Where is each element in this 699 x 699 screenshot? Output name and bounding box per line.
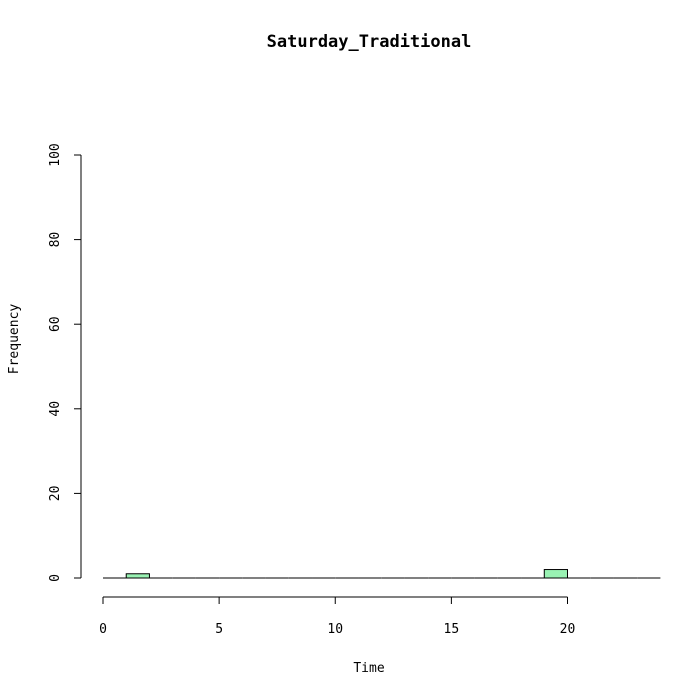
x-tick-label: 10 [327, 622, 343, 637]
y-tick-label: 20 [48, 486, 63, 502]
y-tick-label: 80 [48, 232, 63, 248]
y-axis-label: Frequency [7, 304, 22, 375]
y-tick-label: 100 [48, 143, 63, 166]
y-tick-label: 60 [48, 316, 63, 332]
x-tick-label: 5 [215, 622, 223, 637]
histogram-bar [543, 569, 569, 579]
x-axis-label: Time [353, 661, 384, 676]
y-tick-label: 40 [48, 401, 63, 417]
x-tick-label: 20 [560, 622, 576, 637]
y-tick-label: 0 [48, 574, 63, 582]
x-axis: 0 5 10 15 20 [99, 596, 576, 637]
bars-group [103, 569, 661, 579]
y-axis: 0 20 40 60 80 100 [48, 143, 82, 582]
histogram-bar [125, 573, 150, 579]
x-tick-label: 15 [444, 622, 460, 637]
x-tick-label: 0 [99, 622, 107, 637]
chart-title: Saturday_Traditional [267, 32, 472, 52]
